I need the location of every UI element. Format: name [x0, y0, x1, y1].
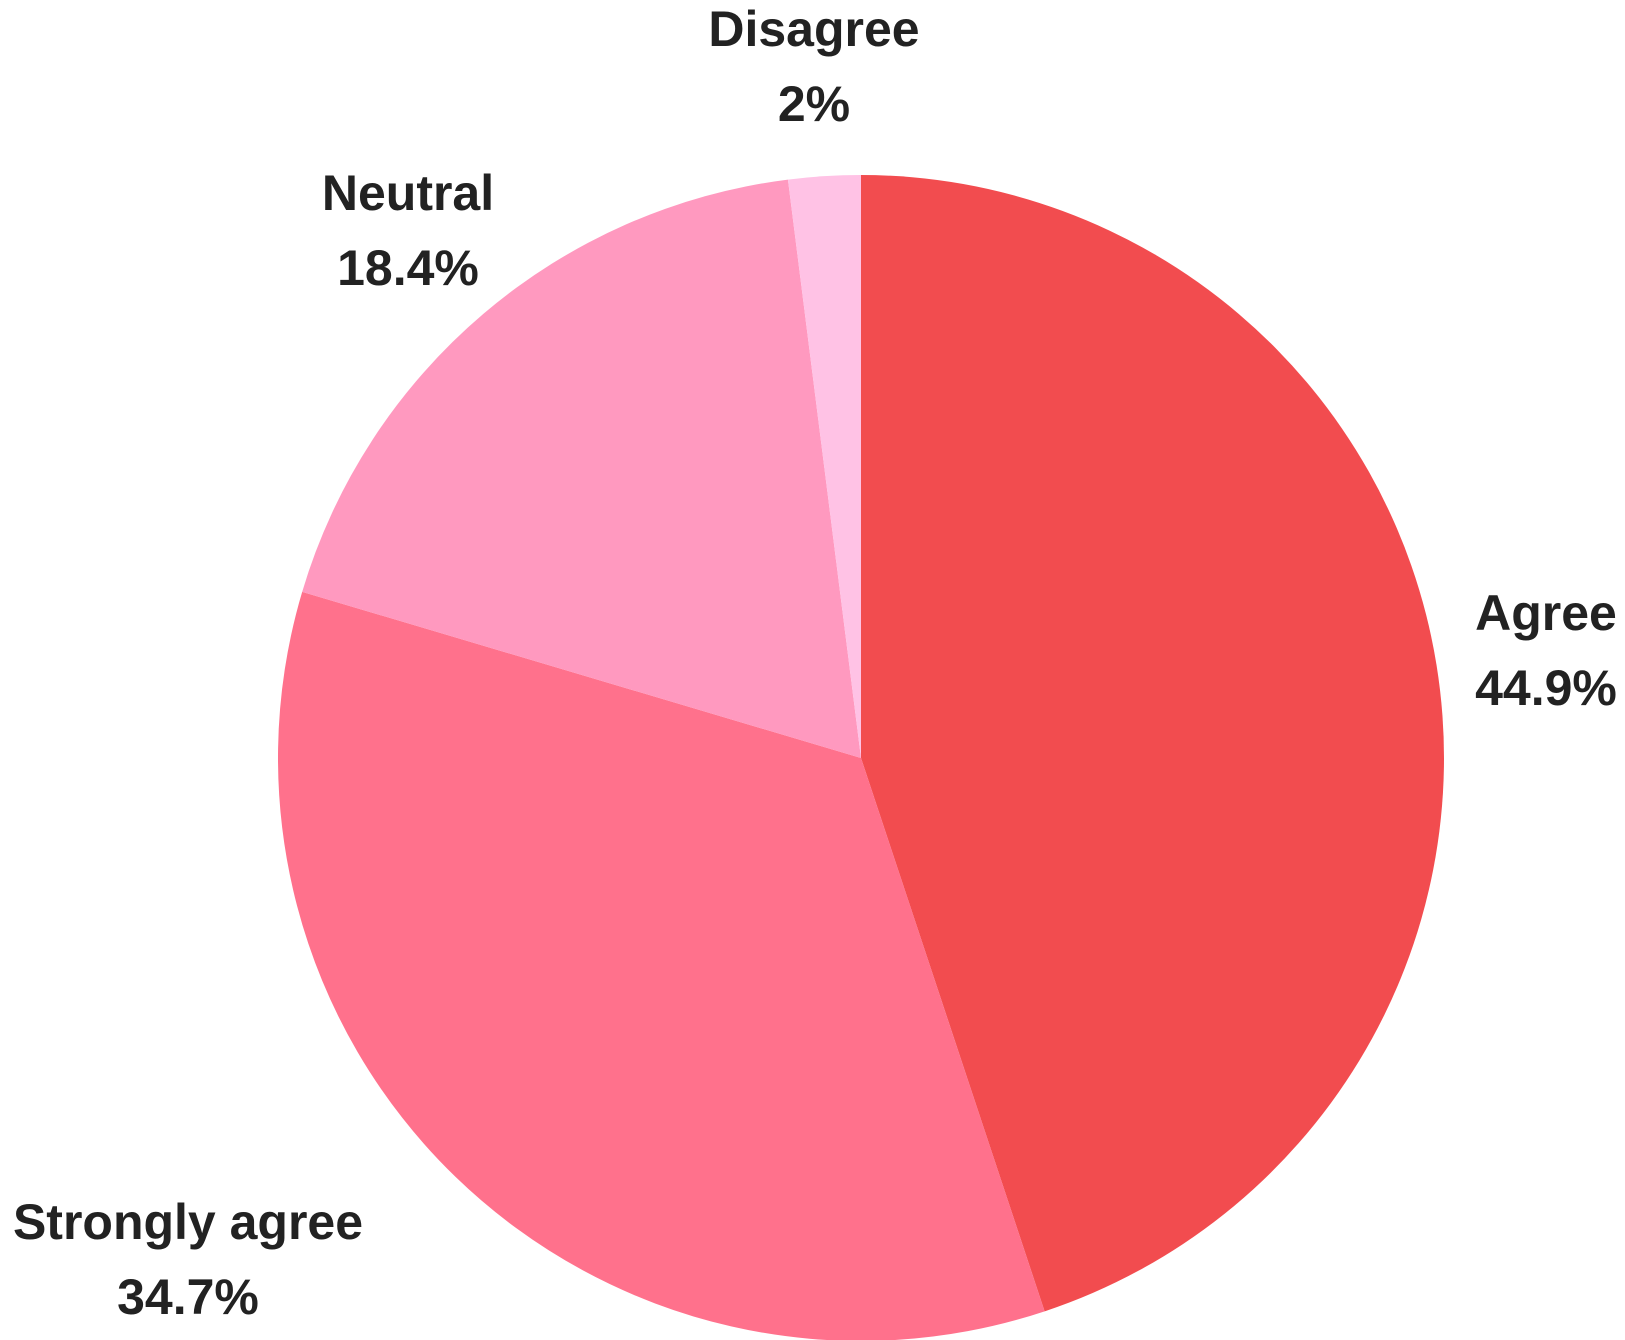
pie-slice-strongly-agree [278, 591, 1045, 1340]
pie-slice-neutral [302, 179, 861, 759]
pie-slice-disagree [787, 175, 861, 758]
slice-value-label-neutral: 18.4% [337, 240, 479, 296]
slice-value-label-agree: 44.9% [1475, 660, 1617, 716]
slice-labels: Agree 44.9% Strongly agree 34.7% Neutral 18.4… [13, 1, 1617, 1325]
pie-slices [278, 175, 1444, 1340]
slice-value-label-strongly-agree: 34.7% [117, 1269, 259, 1325]
slice-label-agree: Agree [1475, 585, 1617, 641]
slice-label-disagree: Disagree [708, 1, 919, 57]
slice-label-neutral: Neutral [322, 165, 494, 221]
slice-value-label-disagree: 2% [778, 76, 850, 132]
pie-slice-agree [861, 175, 1444, 1312]
slice-label-strongly-agree: Strongly agree [13, 1194, 363, 1250]
